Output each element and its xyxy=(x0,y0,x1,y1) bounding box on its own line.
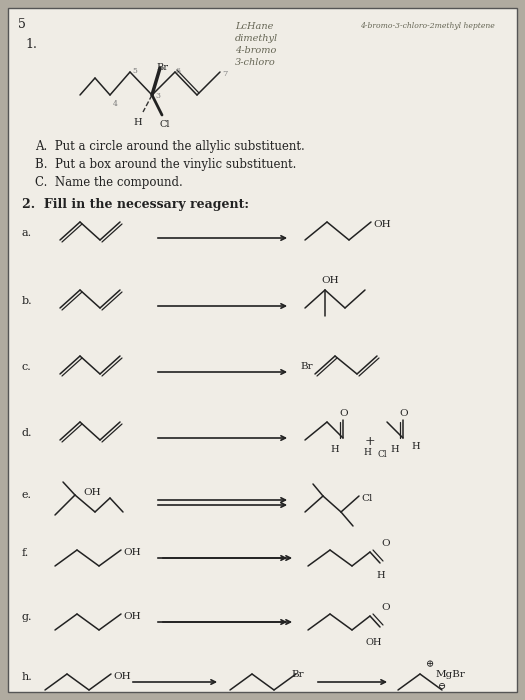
Text: OH: OH xyxy=(373,220,391,229)
Text: O: O xyxy=(381,603,390,612)
Text: 1.: 1. xyxy=(25,38,37,51)
Text: OH: OH xyxy=(321,276,339,285)
Text: H: H xyxy=(411,442,419,451)
Text: H: H xyxy=(391,445,400,454)
Text: LcHane: LcHane xyxy=(235,22,274,31)
Text: C.  Name the compound.: C. Name the compound. xyxy=(35,176,183,189)
Text: O: O xyxy=(340,409,348,418)
Text: 6: 6 xyxy=(175,67,180,75)
Text: c.: c. xyxy=(22,362,32,372)
Text: H: H xyxy=(133,118,142,127)
Text: 4-bromo: 4-bromo xyxy=(235,46,276,55)
Text: 3-chloro: 3-chloro xyxy=(235,58,276,67)
Text: a.: a. xyxy=(22,228,32,238)
Text: d.: d. xyxy=(22,428,33,438)
Text: A.  Put a circle around the allylic substituent.: A. Put a circle around the allylic subst… xyxy=(35,140,304,153)
Text: O: O xyxy=(400,409,408,418)
Text: Cl: Cl xyxy=(377,450,386,459)
Text: OH: OH xyxy=(123,548,141,557)
Text: O: O xyxy=(381,539,390,548)
Text: H: H xyxy=(376,571,385,580)
Text: Br: Br xyxy=(291,670,303,679)
Text: H: H xyxy=(331,445,339,454)
Text: 4-bromo-3-chloro-2methyl heptene: 4-bromo-3-chloro-2methyl heptene xyxy=(360,22,495,30)
Text: OH: OH xyxy=(83,488,101,497)
Text: 4: 4 xyxy=(113,100,118,108)
Text: OH: OH xyxy=(123,612,141,621)
Text: B.  Put a box around the vinylic substituent.: B. Put a box around the vinylic substitu… xyxy=(35,158,297,171)
Text: H: H xyxy=(363,448,371,457)
Text: b.: b. xyxy=(22,296,33,306)
Text: Cl: Cl xyxy=(361,494,372,503)
Text: 5: 5 xyxy=(18,18,26,31)
Text: e.: e. xyxy=(22,490,32,500)
Text: Br: Br xyxy=(156,63,168,72)
Text: h.: h. xyxy=(22,672,33,682)
Text: 5: 5 xyxy=(132,67,137,75)
Text: Br: Br xyxy=(300,362,312,371)
Text: ⊕: ⊕ xyxy=(426,660,434,669)
Text: 2.  Fill in the necessary reagent:: 2. Fill in the necessary reagent: xyxy=(22,198,249,211)
Text: 7: 7 xyxy=(222,70,227,78)
Text: OH: OH xyxy=(113,672,131,681)
Text: +: + xyxy=(365,435,375,448)
Text: Cl: Cl xyxy=(160,120,171,129)
Text: MgBr: MgBr xyxy=(436,670,466,679)
Text: g.: g. xyxy=(22,612,33,622)
Text: 3: 3 xyxy=(155,92,160,100)
Text: f.: f. xyxy=(22,548,29,558)
Text: dimethyl: dimethyl xyxy=(235,34,278,43)
Text: OH: OH xyxy=(366,638,382,647)
Text: ⊖: ⊖ xyxy=(438,682,446,691)
